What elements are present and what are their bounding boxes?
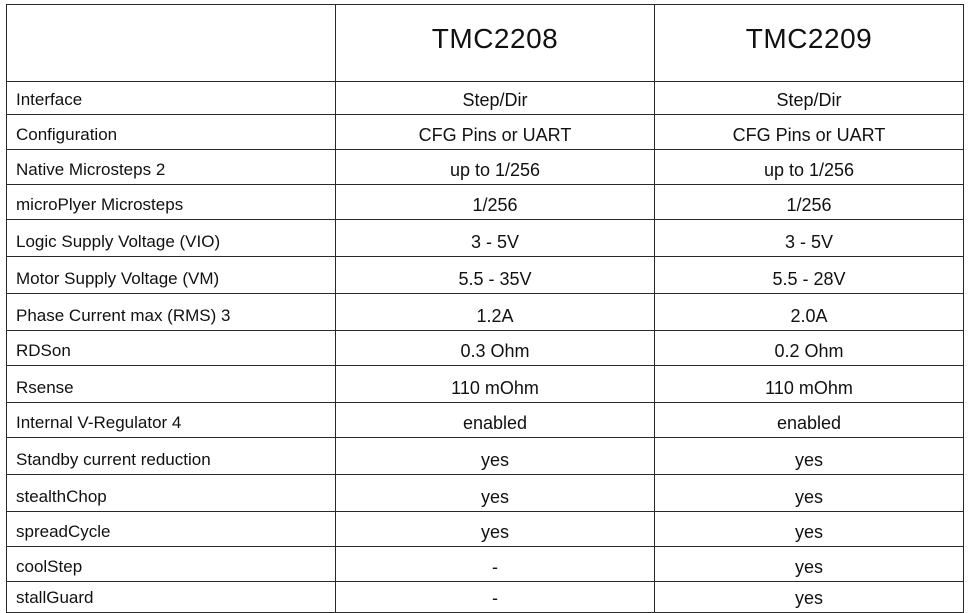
row-label: Interface [6,81,336,115]
tmc2209-value: CFG Pins or UART [654,114,964,150]
tmc2208-value: 3 - 5V [335,219,655,257]
tmc2208-value: yes [335,474,655,512]
row-label: stallGuard [6,581,336,613]
table-body: Interface Step/Dir Step/Dir Configuratio… [6,81,964,613]
tmc2208-value: enabled [335,402,655,438]
tmc2208-value: CFG Pins or UART [335,114,655,150]
row-label: stealthChop [6,474,336,512]
row-label: Internal V-Regulator 4 [6,402,336,438]
tmc2209-value: 5.5 - 28V [654,256,964,294]
header-row: TMC2208 TMC2209 [6,4,964,82]
table-row: Interface Step/Dir Step/Dir [6,81,964,115]
table-row: Internal V-Regulator 4 enabled enabled [6,402,964,438]
tmc2208-value: 1/256 [335,184,655,220]
row-label: coolStep [6,546,336,582]
row-label: Native Microsteps 2 [6,149,336,185]
table-row: microPlyer Microsteps 1/256 1/256 [6,184,964,220]
tmc2208-value: Step/Dir [335,81,655,115]
tmc2209-value: yes [654,546,964,582]
row-label: Standby current reduction [6,437,336,475]
table-row: Phase Current max (RMS) 3 1.2A 2.0A [6,293,964,331]
table-row: Configuration CFG Pins or UART CFG Pins … [6,114,964,150]
table-row: Logic Supply Voltage (VIO) 3 - 5V 3 - 5V [6,219,964,257]
row-label: Logic Supply Voltage (VIO) [6,219,336,257]
row-label: Rsense [6,365,336,403]
tmc2208-value: 0.3 Ohm [335,330,655,366]
tmc2209-value: Step/Dir [654,81,964,115]
comparison-table-container: TMC2208 TMC2209 Interface Step/Dir Step/… [6,4,964,613]
table-row: coolStep - yes [6,546,964,582]
tmc2208-value: yes [335,511,655,547]
header-corner-cell [6,4,336,82]
tmc2209-value: 2.0A [654,293,964,331]
header-tmc2208: TMC2208 [335,4,655,82]
table-row: RDSon 0.3 Ohm 0.2 Ohm [6,330,964,366]
tmc2208-value: - [335,546,655,582]
tmc2209-value: enabled [654,402,964,438]
tmc2209-value: yes [654,511,964,547]
row-label: Motor Supply Voltage (VM) [6,256,336,294]
driver-comparison-table: TMC2208 TMC2209 Interface Step/Dir Step/… [6,4,964,613]
tmc2209-value: yes [654,437,964,475]
tmc2209-value: 1/256 [654,184,964,220]
tmc2208-value: yes [335,437,655,475]
table-row: stealthChop yes yes [6,474,964,512]
tmc2208-value: 1.2A [335,293,655,331]
table-row: Native Microsteps 2 up to 1/256 up to 1/… [6,149,964,185]
tmc2208-value: 5.5 - 35V [335,256,655,294]
table-header: TMC2208 TMC2209 [6,4,964,82]
tmc2209-value: 110 mOhm [654,365,964,403]
row-label: spreadCycle [6,511,336,547]
table-row: Motor Supply Voltage (VM) 5.5 - 35V 5.5 … [6,256,964,294]
row-label: RDSon [6,330,336,366]
row-label: Phase Current max (RMS) 3 [6,293,336,331]
tmc2209-value: up to 1/256 [654,149,964,185]
table-row: Standby current reduction yes yes [6,437,964,475]
table-row: Rsense 110 mOhm 110 mOhm [6,365,964,403]
table-row: stallGuard - yes [6,581,964,613]
row-label: microPlyer Microsteps [6,184,336,220]
tmc2209-value: 3 - 5V [654,219,964,257]
tmc2209-value: yes [654,581,964,613]
row-label: Configuration [6,114,336,150]
tmc2209-value: 0.2 Ohm [654,330,964,366]
header-tmc2209: TMC2209 [654,4,964,82]
tmc2208-value: - [335,581,655,613]
tmc2208-value: 110 mOhm [335,365,655,403]
tmc2208-value: up to 1/256 [335,149,655,185]
tmc2209-value: yes [654,474,964,512]
table-row: spreadCycle yes yes [6,511,964,547]
